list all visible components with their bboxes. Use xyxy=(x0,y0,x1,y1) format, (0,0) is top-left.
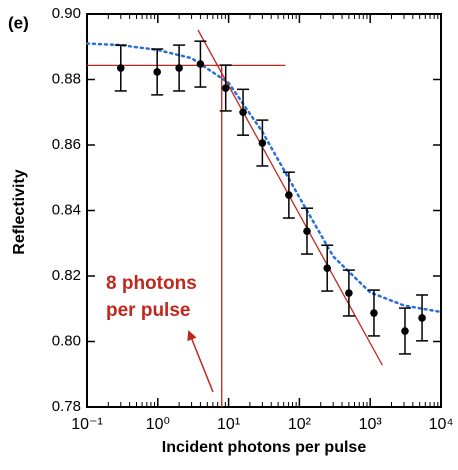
x-tick-label: 10¹ xyxy=(217,416,240,433)
data-point xyxy=(370,309,378,317)
data-point xyxy=(153,68,161,76)
x-tick-label: 10³ xyxy=(359,416,383,433)
x-tick-label: 10⁴ xyxy=(429,416,454,433)
y-tick-label: 0.90 xyxy=(52,5,81,22)
data-point xyxy=(258,139,267,147)
data-point xyxy=(418,314,426,322)
plot-frame xyxy=(86,13,442,408)
y-tick-label: 0.82 xyxy=(52,267,81,284)
dotted-line xyxy=(85,42,443,314)
panel-label: (e) xyxy=(8,13,29,32)
data-point xyxy=(345,289,353,297)
x-tick-label: 10² xyxy=(288,416,312,433)
data-point xyxy=(196,60,205,68)
x-tick-label: 10⁰ xyxy=(146,416,170,433)
data-point xyxy=(239,108,247,117)
x-tick-label: 10⁻¹ xyxy=(71,416,103,433)
data-point xyxy=(285,191,293,199)
annotation: per pulse xyxy=(106,300,190,321)
data-point xyxy=(175,64,183,72)
data-point xyxy=(303,227,311,235)
y-tick-label: 0.88 xyxy=(52,70,81,87)
y-tick-label: 0.84 xyxy=(52,201,81,218)
data-point xyxy=(116,64,125,72)
data-point xyxy=(323,264,332,272)
data-point xyxy=(401,327,409,335)
y-tick-label: 0.78 xyxy=(52,398,81,415)
annotation: 8 photons xyxy=(106,273,197,294)
y-axis-label: Reflectivity xyxy=(11,169,28,254)
y-tick-label: 0.86 xyxy=(52,136,81,153)
data-point xyxy=(221,84,230,92)
annotation-arrow xyxy=(187,330,214,393)
x-axis-label: Incident photons per pulse xyxy=(162,439,367,456)
y-tick-label: 0.80 xyxy=(52,332,81,349)
